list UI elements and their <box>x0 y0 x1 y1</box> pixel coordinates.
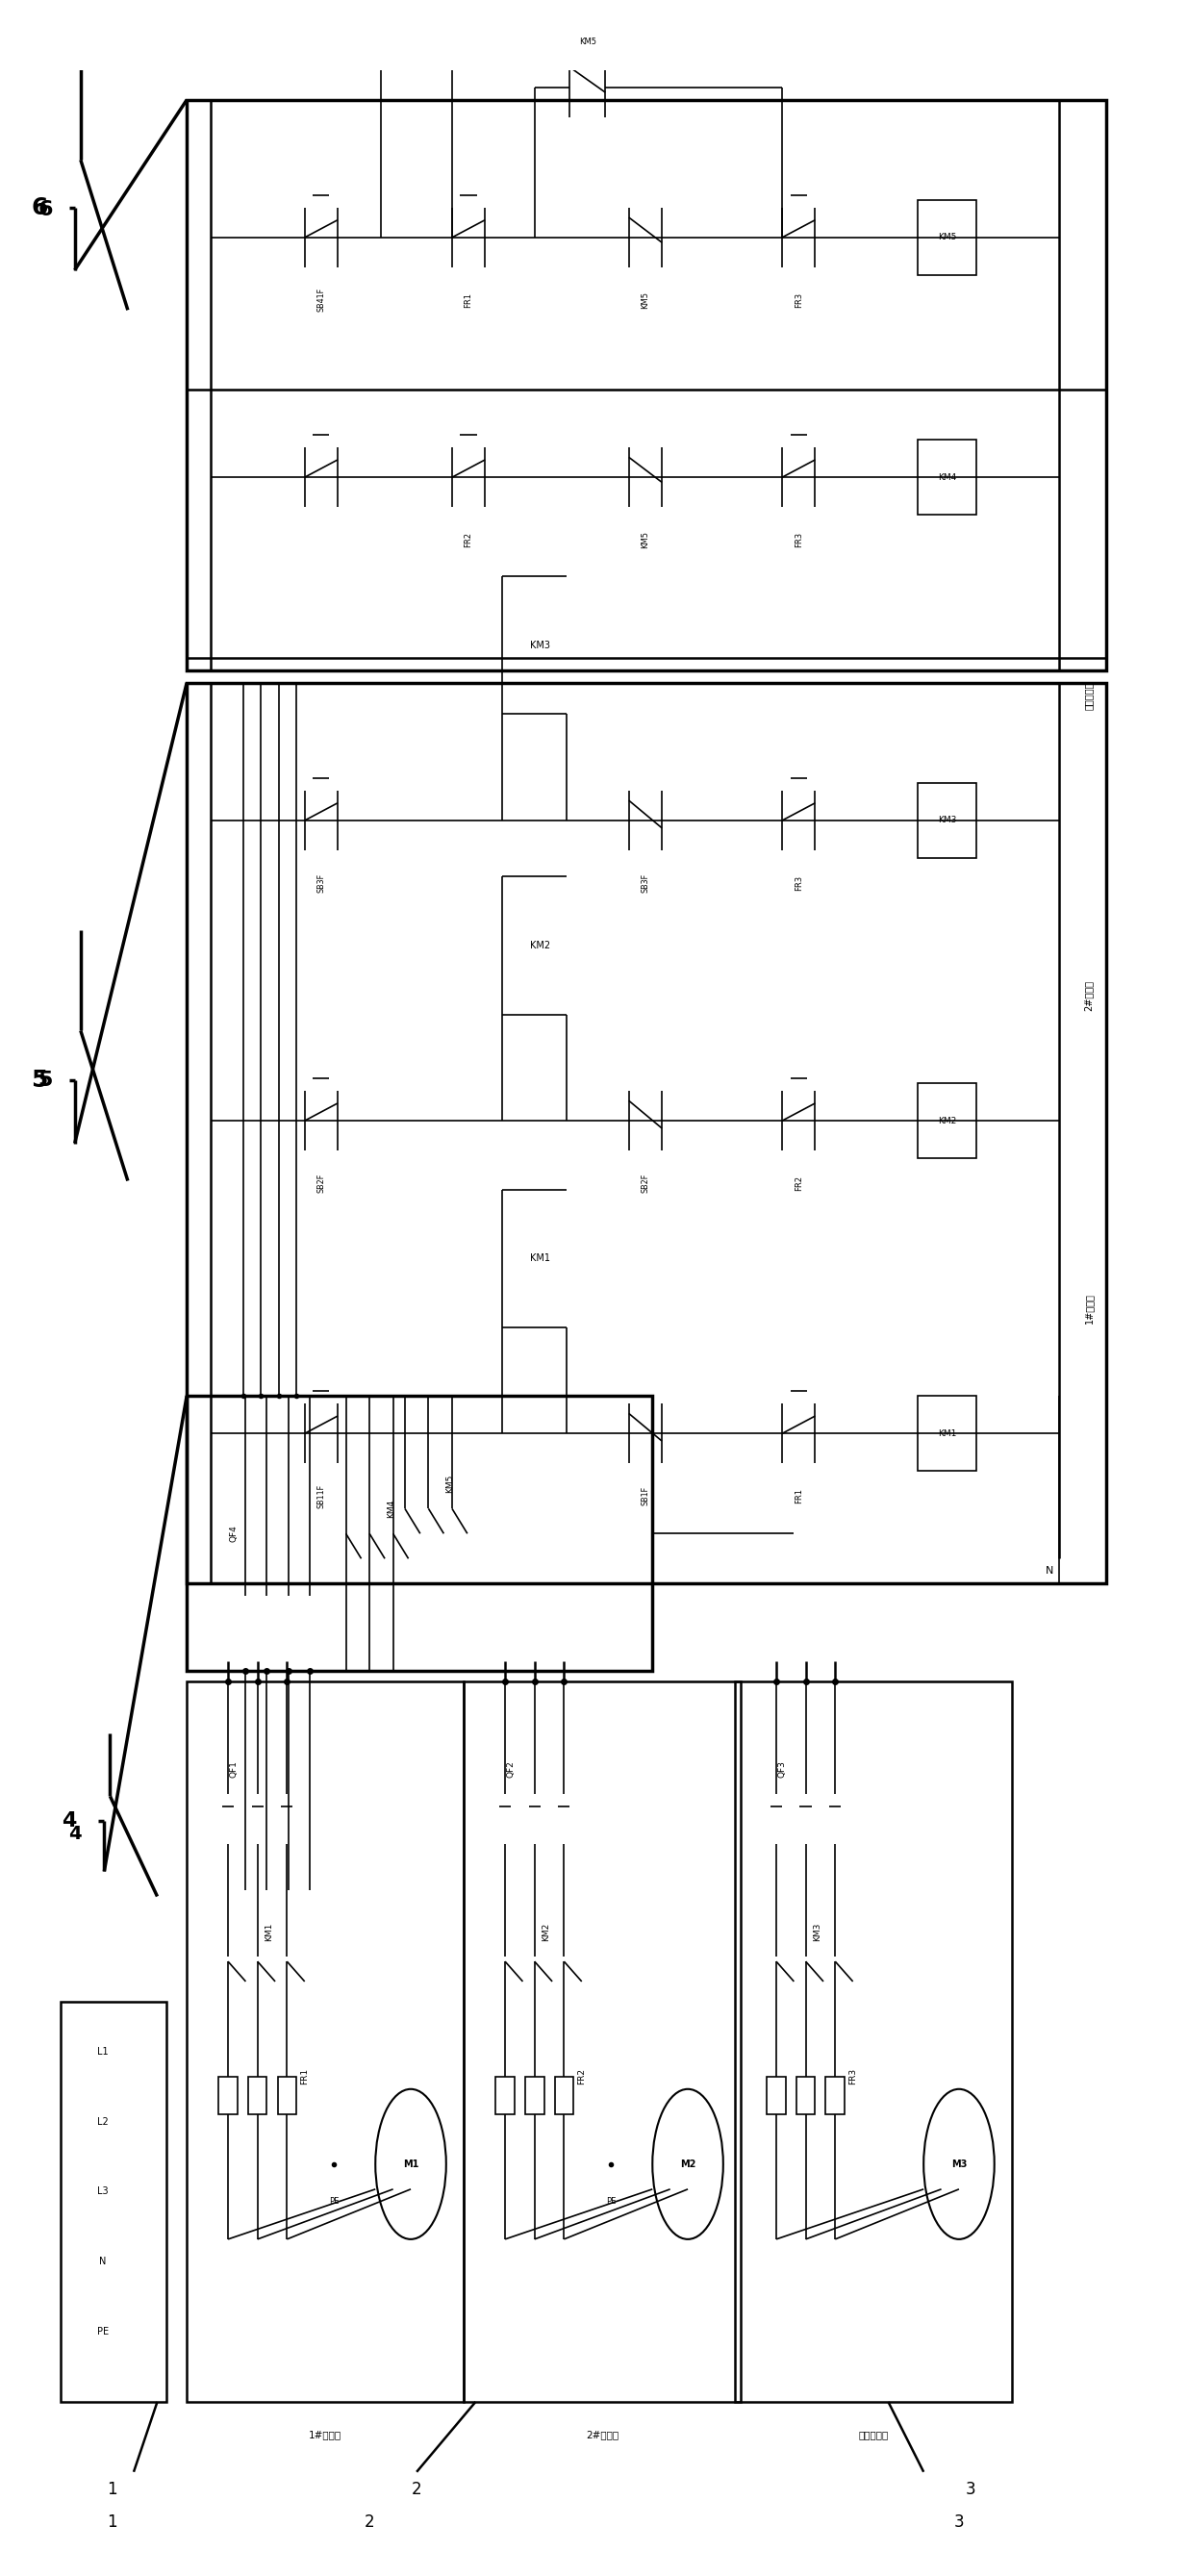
Text: 2: 2 <box>364 2514 375 2530</box>
Text: FR3: FR3 <box>794 291 802 307</box>
Text: 2#真空泵: 2#真空泵 <box>1084 981 1093 1010</box>
Text: 3: 3 <box>954 2514 964 2530</box>
Text: KM5: KM5 <box>641 531 649 549</box>
Text: L3: L3 <box>97 2187 109 2197</box>
Bar <box>61 2002 166 2401</box>
Bar <box>554 2076 573 2115</box>
Text: 1#真空泵: 1#真空泵 <box>1084 1293 1093 1324</box>
Bar <box>918 1082 977 1159</box>
Bar <box>525 2076 544 2115</box>
Text: KM2: KM2 <box>938 1115 957 1126</box>
Bar <box>918 201 977 276</box>
Bar <box>464 1682 741 2401</box>
Text: FR2: FR2 <box>794 1175 802 1190</box>
Text: KM2: KM2 <box>542 1922 551 1940</box>
Bar <box>248 2076 267 2115</box>
Text: 备用真空泵: 备用真空泵 <box>858 2429 889 2439</box>
Bar <box>918 1396 977 1471</box>
Text: 2#真空泵: 2#真空泵 <box>586 2429 618 2439</box>
Bar <box>186 100 1106 670</box>
Text: SB3F: SB3F <box>641 873 649 894</box>
Text: 6: 6 <box>38 201 52 219</box>
Text: KM3: KM3 <box>531 641 551 649</box>
Text: PE: PE <box>329 2197 339 2205</box>
Text: 3: 3 <box>966 2481 976 2499</box>
Text: SB3F: SB3F <box>317 873 325 894</box>
Bar <box>186 683 1106 1584</box>
Bar <box>826 2076 845 2115</box>
Text: L1: L1 <box>97 2048 109 2056</box>
Text: 6: 6 <box>31 196 47 219</box>
Text: QF2: QF2 <box>507 1759 515 1777</box>
Text: N: N <box>100 2257 107 2267</box>
Bar <box>767 2076 786 2115</box>
Text: KM3: KM3 <box>938 817 957 824</box>
Text: FR2: FR2 <box>577 2069 586 2084</box>
Text: KM4: KM4 <box>387 1499 395 1517</box>
Text: SB11F: SB11F <box>317 1484 325 1507</box>
Bar <box>186 1396 653 1672</box>
Text: SB1F: SB1F <box>641 1486 649 1507</box>
Text: M3: M3 <box>951 2159 967 2169</box>
Bar <box>186 389 1106 657</box>
Text: QF3: QF3 <box>777 1759 787 1777</box>
Text: N: N <box>1046 1566 1053 1577</box>
Text: L2: L2 <box>97 2117 109 2125</box>
Text: M1: M1 <box>402 2159 419 2169</box>
Text: FR1: FR1 <box>464 291 472 307</box>
Bar <box>796 2076 815 2115</box>
Text: SB2F: SB2F <box>317 1175 325 1193</box>
Text: KM1: KM1 <box>531 1255 551 1262</box>
Text: 5: 5 <box>38 1072 52 1090</box>
Text: FR3: FR3 <box>794 876 802 891</box>
Bar <box>186 1682 464 2401</box>
Text: 1: 1 <box>107 2514 118 2530</box>
Text: 1#真空泵: 1#真空泵 <box>309 2429 342 2439</box>
Text: 4: 4 <box>62 1811 76 1832</box>
Text: FR3: FR3 <box>849 2069 857 2084</box>
Text: PE: PE <box>607 2197 616 2205</box>
Bar <box>918 783 977 858</box>
Text: KM2: KM2 <box>531 940 551 951</box>
Text: QF1: QF1 <box>229 1759 239 1777</box>
Text: M2: M2 <box>680 2159 696 2169</box>
Text: 备用真空泵: 备用真空泵 <box>1084 680 1093 708</box>
Text: KM5: KM5 <box>579 39 596 46</box>
Bar <box>218 2076 237 2115</box>
Text: FR1: FR1 <box>300 2069 309 2084</box>
Text: 4: 4 <box>68 1824 81 1842</box>
Text: KM1: KM1 <box>265 1922 274 1940</box>
Text: KM5: KM5 <box>641 291 649 309</box>
Text: KM4: KM4 <box>938 474 957 482</box>
Text: PE: PE <box>97 2326 109 2336</box>
Text: 5: 5 <box>31 1069 47 1092</box>
Bar <box>918 440 977 515</box>
Text: SB2F: SB2F <box>641 1175 649 1193</box>
Text: KM5: KM5 <box>445 1473 453 1494</box>
Bar <box>278 2076 297 2115</box>
Text: 1: 1 <box>107 2481 118 2499</box>
Text: SB41F: SB41F <box>317 289 325 312</box>
Text: FR1: FR1 <box>794 1489 802 1504</box>
Text: 2: 2 <box>412 2481 421 2499</box>
Bar <box>496 2076 514 2115</box>
Text: QF4: QF4 <box>229 1525 239 1543</box>
Bar <box>735 1682 1013 2401</box>
Text: KM3: KM3 <box>813 1922 821 1940</box>
Text: KM1: KM1 <box>938 1430 957 1437</box>
Text: KM5: KM5 <box>938 234 957 242</box>
Text: FR3: FR3 <box>794 533 802 549</box>
Text: FR2: FR2 <box>464 533 472 549</box>
